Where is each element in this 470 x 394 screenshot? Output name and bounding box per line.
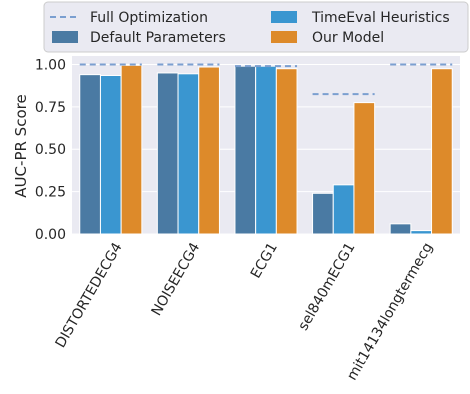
bar-default-parameters-ecg1	[234, 65, 257, 235]
y-tick-label: 0.50	[35, 142, 66, 158]
legend-swatch-timeeval-heuristics	[271, 11, 297, 23]
bar-timeeval-heuristics-sel840mecg1	[332, 184, 355, 235]
x-tick-label-mit14134longtermecg: mit14134longtermecg	[344, 240, 436, 383]
bar-our-model-mit14134longtermecg	[431, 68, 453, 235]
bar-timeeval-heuristics-mit14134longtermecg	[410, 230, 433, 235]
legend-swatch-default-parameters	[52, 31, 78, 43]
bar-our-model-sel840mecg1	[353, 102, 376, 235]
legend-label-default-parameters: Default Parameters	[90, 30, 226, 46]
bar-our-model-distortedecg4	[120, 64, 143, 235]
x-tick-label-sel840mecg1: sel840mECG1	[295, 240, 358, 333]
bar-default-parameters-sel840mecg1	[312, 192, 334, 235]
y-axis-label: AUC-PR Score	[12, 94, 30, 197]
y-tick-label: 1.00	[35, 57, 66, 73]
bar-default-parameters-noiseecg4	[156, 72, 179, 235]
y-tick-labels: 0.00 0.25 0.50 0.75 1.00	[35, 57, 66, 243]
y-tick-label: 0.75	[35, 100, 66, 116]
x-tick-labels: DISTORTEDECG4 NOISEECG4 ECG1 sel840mECG1mit…	[53, 240, 437, 383]
legend-swatch-our-model	[271, 31, 297, 43]
bar-default-parameters-distortedecg4	[79, 74, 101, 235]
legend-label-full-optimization: Full Optimization	[90, 10, 208, 26]
x-tick-label-ecg1: ECG1	[248, 240, 281, 281]
y-tick-label: 0.25	[35, 185, 66, 201]
bar-timeeval-heuristics-ecg1	[255, 65, 277, 235]
x-tick-label-noiseecg4: NOISEECG4	[149, 240, 204, 319]
bar-timeeval-heuristics-noiseecg4	[177, 73, 200, 235]
bar-timeeval-heuristics-distortedecg4	[99, 74, 122, 235]
legend-label-our-model: Our Model	[312, 30, 384, 46]
legend-frame	[43, 1, 469, 53]
reference-lines-layer	[79, 63, 453, 96]
bar-our-model-ecg1	[275, 68, 298, 235]
legend: Full Optimization Default Parameters Tim…	[43, 1, 469, 53]
bars-layer	[79, 64, 453, 235]
y-tick-label: 0.00	[35, 227, 66, 243]
x-tick-label-distortedecg4: DISTORTEDECG4	[53, 240, 126, 351]
bar-default-parameters-mit14134longtermecg	[389, 223, 412, 235]
bar-our-model-noiseecg4	[198, 66, 220, 235]
legend-label-timeeval-heuristics: TimeEval Heuristics	[311, 10, 450, 26]
